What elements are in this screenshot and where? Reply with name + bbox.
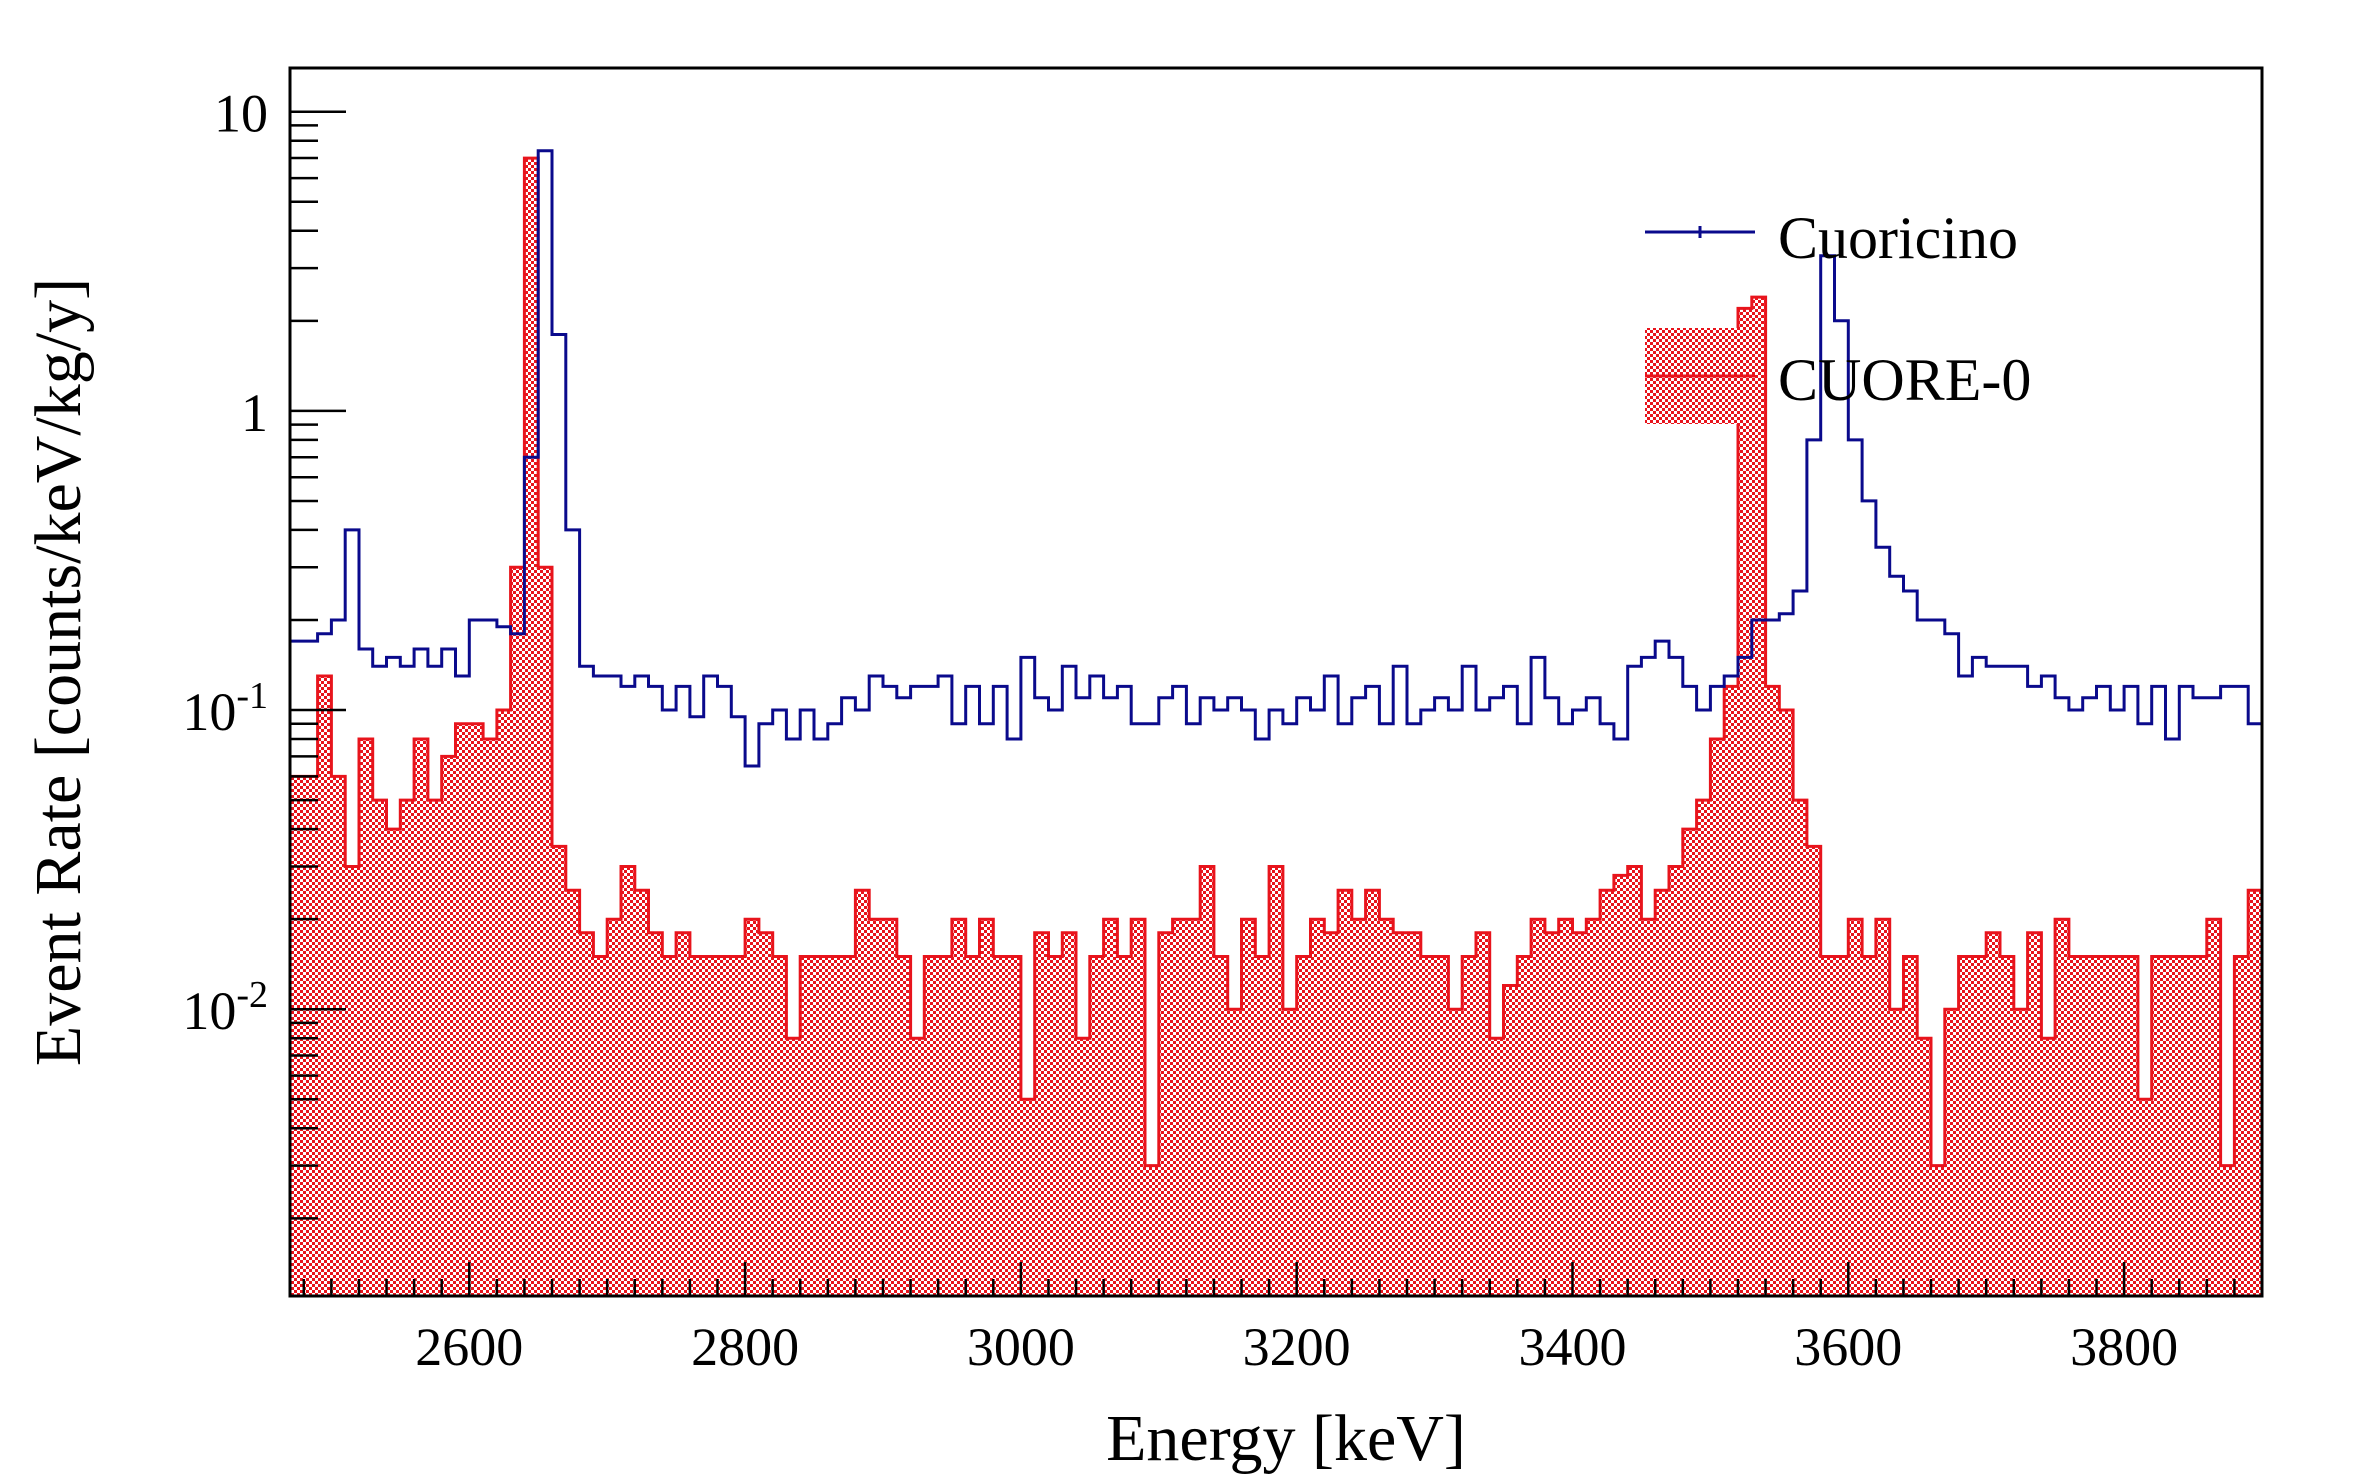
x-axis-label: Energy [keV]: [1106, 1402, 1466, 1475]
x-axis: 2600 2800 3000 3200 3400 3600 3800: [302, 1262, 2264, 1377]
y-axis: 10-2 10-1 1 10: [182, 84, 346, 1220]
x-tick-label: 3200: [1243, 1317, 1351, 1377]
plot-frame: [288, 66, 2264, 1298]
x-tick-label: 2800: [691, 1317, 799, 1377]
x-tick-label: 3600: [1794, 1317, 1902, 1377]
plot-area: [290, 149, 2262, 1296]
legend-label-cuore-0: CUORE-0: [1778, 347, 2031, 413]
legend-label-cuoricino: Cuoricino: [1778, 205, 2018, 271]
x-tick-label: 2600: [415, 1317, 523, 1377]
y-tick-label: 10-1: [182, 675, 268, 742]
legend-entry-cuoricino: Cuoricino: [1645, 205, 2018, 271]
y-tick-label: 1: [241, 383, 268, 443]
series-cuore-0-outline: [290, 156, 2262, 1168]
x-tick-label: 3000: [967, 1317, 1075, 1377]
y-tick-label: 10: [214, 84, 268, 144]
x-tick-label: 3400: [1518, 1317, 1626, 1377]
legend: Cuoricino CUORE-0: [1645, 205, 2031, 424]
series-cuoricino-line: [290, 149, 2262, 768]
y-axis-label: Event Rate [counts/keV/kg/y]: [22, 278, 95, 1066]
y-tick-label: 10-2: [182, 974, 268, 1041]
x-tick-label: 3800: [2070, 1317, 2178, 1377]
legend-entry-cuore-0: CUORE-0: [1645, 328, 2031, 424]
series-cuore-0-area: [290, 158, 2262, 1296]
